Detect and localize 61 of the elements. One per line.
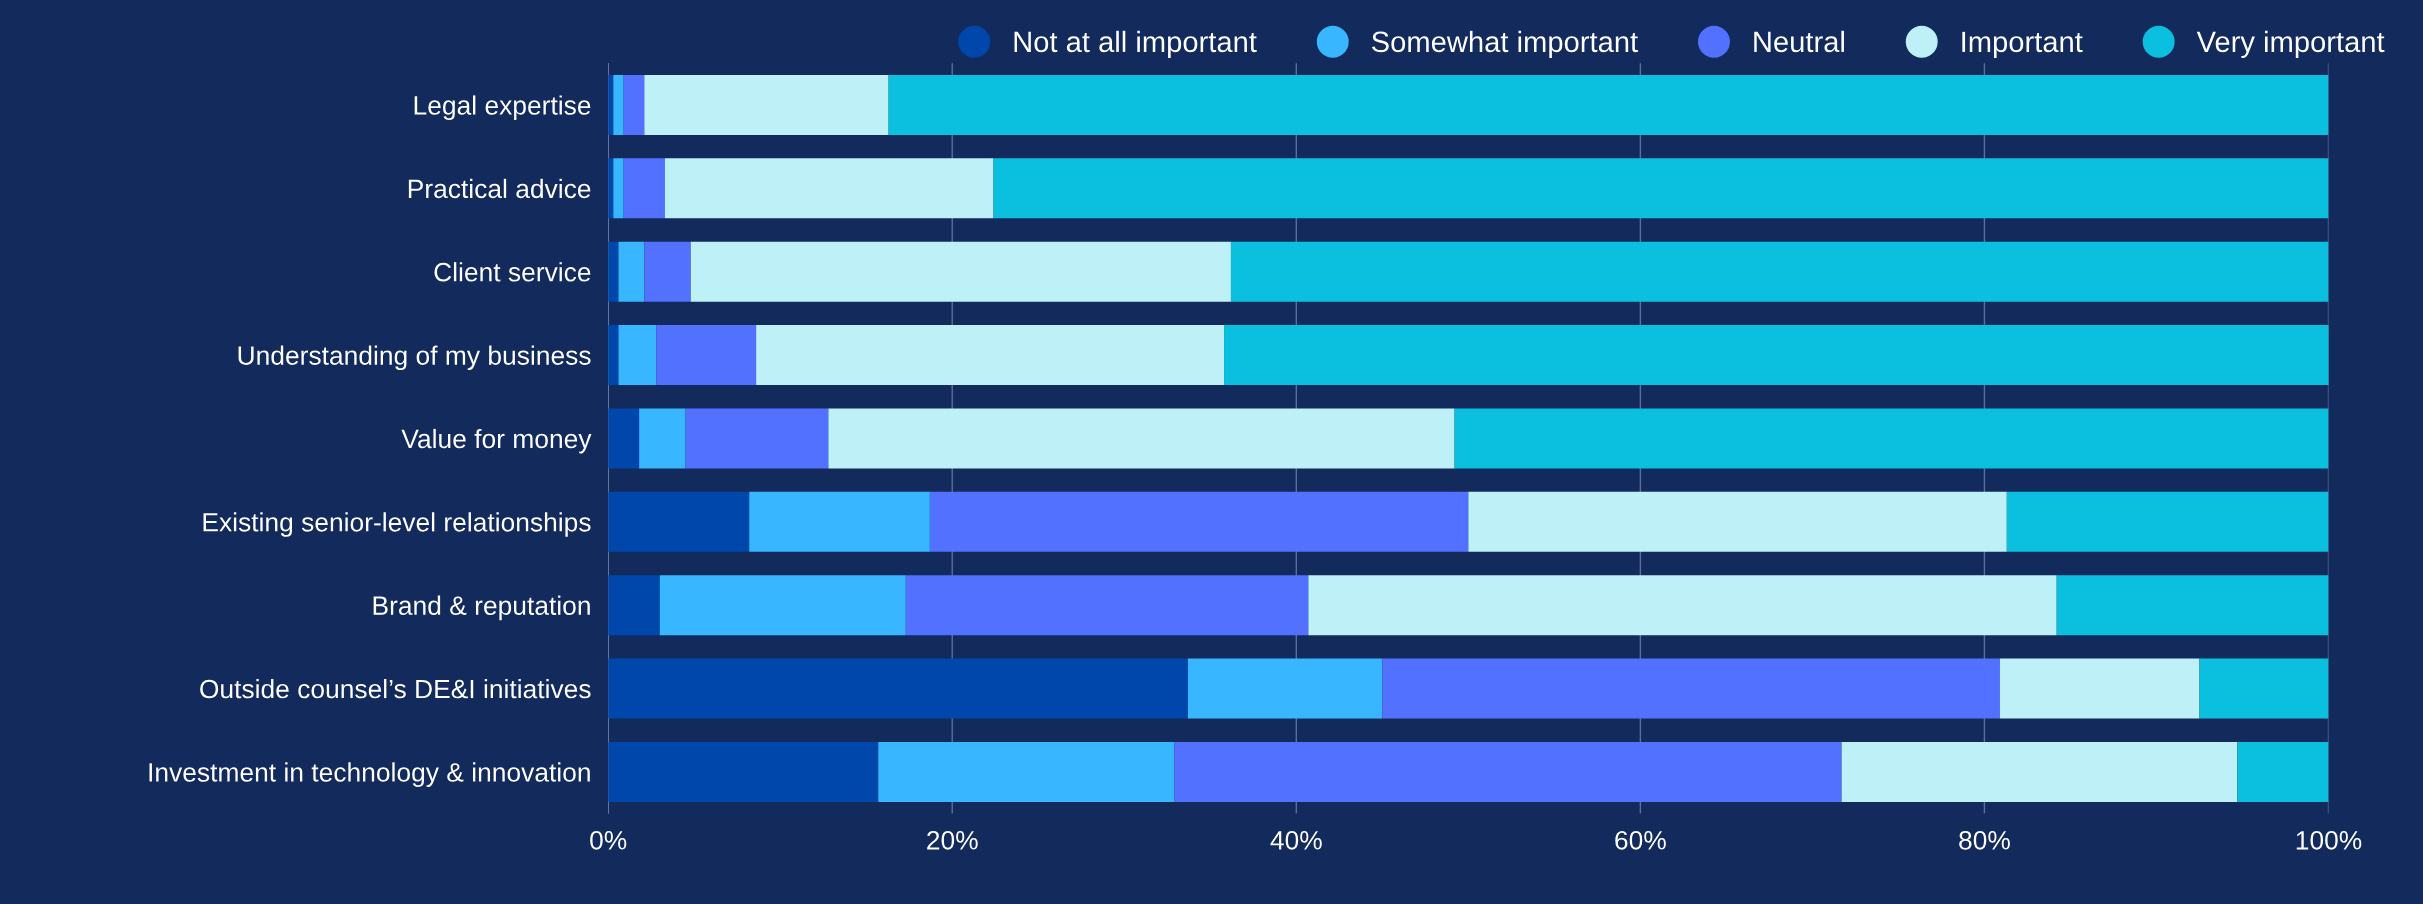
bar [618, 325, 657, 386]
bar [1468, 491, 2007, 552]
bar [613, 74, 624, 135]
bar [1454, 408, 2329, 469]
bar [623, 158, 665, 219]
bar [1841, 741, 2238, 802]
y-tick-label: Investment in technology & innovation [149, 762, 590, 787]
legend-label: Not at all important [1014, 30, 1257, 58]
y-tick-label: Practical advice [408, 178, 591, 199]
y-tick-label: Value for money [401, 428, 592, 454]
y-tick-label: Legal expertise [414, 95, 591, 120]
bar [618, 241, 645, 302]
bar [608, 741, 879, 802]
bar [828, 408, 1455, 469]
bar [644, 74, 889, 135]
bar [1230, 241, 2329, 302]
bar [1224, 325, 2329, 386]
bar [1382, 658, 2000, 719]
bar [1999, 658, 2200, 719]
bar [656, 325, 757, 386]
bar [690, 241, 1231, 302]
bar [608, 491, 750, 552]
x-tick-label: 20% [927, 830, 978, 850]
bar [2056, 575, 2329, 636]
bar [613, 158, 624, 219]
bar [878, 741, 1175, 802]
bar [644, 241, 691, 302]
legend-label: Neutral [1754, 30, 1844, 53]
legend-label: Important [1962, 31, 2083, 58]
bar [2237, 741, 2329, 802]
y-tick-label: Brand & reputation [373, 595, 590, 621]
bar [1308, 575, 2057, 636]
bar [664, 158, 994, 219]
y-tick-label: Existing senior-level relationships [203, 512, 591, 537]
legend-label: Somewhat important [1372, 30, 1638, 58]
x-tick-label: 40% [1270, 830, 1322, 850]
bar [905, 575, 1309, 636]
x-tick-label: 60% [1615, 830, 1666, 850]
y-tick-label: Understanding of my business [238, 345, 591, 371]
x-tick-label: 80% [1959, 830, 2010, 850]
bar [2006, 491, 2329, 552]
bar [1174, 741, 1842, 802]
x-tick-label: 100% [2296, 830, 2362, 850]
bar [756, 325, 1225, 386]
legend-label: Very important [2196, 30, 2385, 58]
bar [685, 408, 829, 469]
bar [608, 575, 660, 636]
bar [608, 408, 640, 469]
y-tick-label: Outside counsel’s DE&I initiatives [200, 678, 591, 699]
bar [749, 491, 930, 552]
bar [608, 658, 1188, 719]
bar [639, 408, 686, 469]
bar [929, 491, 1469, 552]
bar [1187, 658, 1383, 719]
bar [993, 158, 2329, 219]
y-tick-label: Client service [434, 262, 591, 282]
x-tick-label: 0% [590, 830, 627, 850]
bar [2199, 658, 2329, 719]
bar [659, 575, 906, 636]
bar [888, 74, 2329, 135]
bar [623, 74, 645, 135]
